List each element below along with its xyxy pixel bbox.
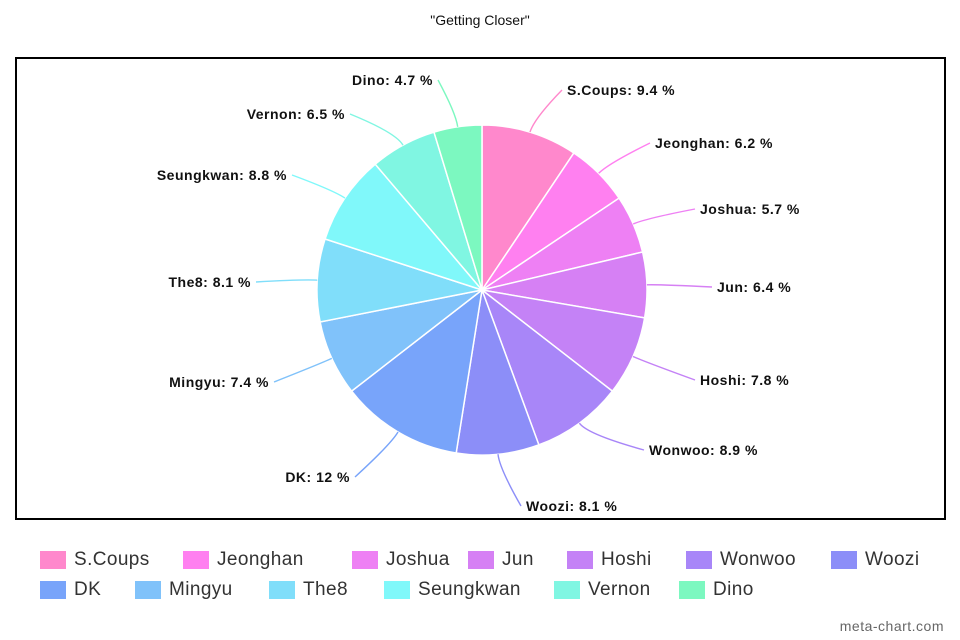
leader-line-dino bbox=[437, 79, 459, 127]
slice-label-seungkwan: Seungkwan: 8.8 % bbox=[157, 167, 287, 183]
leader-line-s-coups bbox=[529, 89, 563, 133]
legend-swatch bbox=[183, 551, 209, 569]
legend-swatch bbox=[40, 551, 66, 569]
leader-line-mingyu bbox=[273, 357, 333, 383]
slice-label-mingyu: Mingyu: 7.4 % bbox=[169, 374, 269, 390]
legend-swatch bbox=[567, 551, 593, 569]
slice-label-the8: The8: 8.1 % bbox=[168, 274, 251, 290]
legend-label: Jun bbox=[502, 549, 534, 570]
leader-line-hoshi bbox=[632, 355, 696, 381]
pie-chart: S.Coups: 9.4 % Jeonghan: 6.2 % Joshua: 5.7… bbox=[157, 72, 800, 514]
slice-label-jeonghan: Jeonghan: 6.2 % bbox=[655, 135, 773, 151]
leader-line-the8 bbox=[255, 279, 318, 283]
pie-slice-seungkwan bbox=[324, 163, 485, 292]
leader-line-jun bbox=[646, 284, 713, 288]
leader-line-jeonghan bbox=[598, 142, 651, 174]
legend-item-s-coups[interactable]: S.Coups bbox=[40, 545, 150, 575]
legend-swatch bbox=[554, 581, 580, 599]
slice-label-joshua: Joshua: 5.7 % bbox=[700, 201, 800, 217]
leader-line-seungkwan bbox=[291, 174, 346, 199]
legend-label: The8 bbox=[303, 579, 348, 600]
slice-label-dk: DK: 12 % bbox=[285, 469, 350, 485]
watermark: meta-chart.com bbox=[839, 618, 944, 634]
legend-swatch bbox=[352, 551, 378, 569]
legend-label: DK bbox=[74, 579, 102, 600]
pie-slice-dino bbox=[433, 124, 483, 291]
legend: S.Coups Jeonghan Joshua Jun Hoshi Wonwoo Woozi… bbox=[40, 545, 940, 605]
chart-frame: S.Coups: 9.4 % Jeonghan: 6.2 % Joshua: 5.7… bbox=[15, 57, 946, 520]
legend-item-hoshi[interactable]: Hoshi bbox=[567, 545, 652, 575]
slice-label-jun: Jun: 6.4 % bbox=[717, 279, 791, 295]
legend-item-dk[interactable]: DK bbox=[40, 575, 101, 605]
legend-item-jun[interactable]: Jun bbox=[468, 545, 534, 575]
leader-line-joshua bbox=[632, 208, 696, 225]
legend-swatch bbox=[40, 581, 66, 599]
legend-label: S.Coups bbox=[74, 549, 150, 570]
legend-swatch bbox=[679, 581, 705, 599]
legend-row: DK Mingyu The8 Seungkwan Vernon Dino bbox=[40, 575, 940, 605]
legend-label: Mingyu bbox=[169, 579, 233, 600]
leader-line-woozi bbox=[497, 454, 522, 507]
legend-label: Dino bbox=[713, 579, 754, 600]
legend-label: Woozi bbox=[865, 549, 920, 570]
pie-slice-s-coups bbox=[481, 124, 575, 293]
legend-swatch bbox=[269, 581, 295, 599]
legend-swatch bbox=[384, 581, 410, 599]
legend-label: Wonwoo bbox=[720, 549, 796, 570]
legend-item-vernon[interactable]: Vernon bbox=[554, 575, 651, 605]
legend-label: Vernon bbox=[588, 579, 651, 600]
legend-label: Jeonghan bbox=[217, 549, 304, 570]
leader-line-vernon bbox=[349, 113, 404, 146]
slice-label-dino: Dino: 4.7 % bbox=[352, 72, 433, 88]
legend-row: S.Coups Jeonghan Joshua Jun Hoshi Wonwoo Woozi bbox=[40, 545, 940, 575]
leader-line-wonwoo bbox=[578, 422, 645, 451]
legend-swatch bbox=[135, 581, 161, 599]
pie-slices bbox=[316, 124, 648, 456]
pie-slice-wonwoo bbox=[480, 287, 614, 446]
legend-item-seungkwan[interactable]: Seungkwan bbox=[384, 575, 521, 605]
legend-item-jeonghan[interactable]: Jeonghan bbox=[183, 545, 304, 575]
legend-label: Joshua bbox=[386, 549, 450, 570]
legend-item-wonwoo[interactable]: Wonwoo bbox=[686, 545, 796, 575]
legend-item-woozi[interactable]: Woozi bbox=[831, 545, 919, 575]
slice-label-vernon: Vernon: 6.5 % bbox=[247, 106, 345, 122]
slice-label-woozi: Woozi: 8.1 % bbox=[526, 498, 617, 514]
chart-title: "Getting Closer" bbox=[430, 12, 530, 28]
slice-label-hoshi: Hoshi: 7.8 % bbox=[700, 372, 789, 388]
legend-item-joshua[interactable]: Joshua bbox=[352, 545, 450, 575]
legend-swatch bbox=[468, 551, 494, 569]
legend-label: Hoshi bbox=[601, 549, 652, 570]
legend-item-dino[interactable]: Dino bbox=[679, 575, 754, 605]
legend-item-the8[interactable]: The8 bbox=[269, 575, 348, 605]
legend-swatch bbox=[686, 551, 712, 569]
slice-label-wonwoo: Wonwoo: 8.9 % bbox=[649, 442, 758, 458]
leader-lines bbox=[255, 79, 713, 507]
leader-line-dk bbox=[354, 431, 399, 478]
legend-label: Seungkwan bbox=[418, 579, 521, 600]
legend-item-mingyu[interactable]: Mingyu bbox=[135, 575, 233, 605]
slice-label-s-coups: S.Coups: 9.4 % bbox=[567, 82, 675, 98]
legend-swatch bbox=[831, 551, 857, 569]
slice-labels: S.Coups: 9.4 % Jeonghan: 6.2 % Joshua: 5.7… bbox=[157, 72, 800, 514]
